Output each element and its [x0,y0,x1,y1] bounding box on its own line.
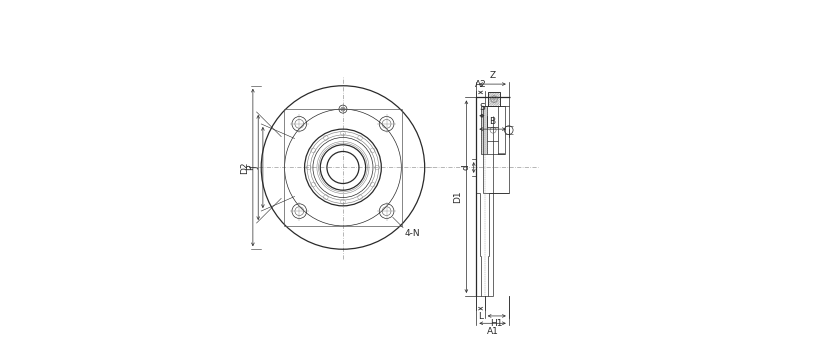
Text: 4-N: 4-N [404,229,420,238]
Bar [488,92,499,106]
Text: D2: D2 [240,161,249,174]
Bar [481,106,487,154]
Text: Z: Z [490,71,495,80]
Text: H1: H1 [490,319,503,328]
Text: d: d [462,165,471,170]
Text: A2: A2 [475,80,486,89]
Text: A1: A1 [486,327,499,336]
Text: S: S [479,103,485,113]
Text: B: B [490,117,495,126]
Text: J: J [251,166,259,169]
Bar [498,106,505,154]
Text: D1: D1 [454,190,463,203]
Text: L: L [478,312,483,321]
Text: P: P [246,165,255,170]
